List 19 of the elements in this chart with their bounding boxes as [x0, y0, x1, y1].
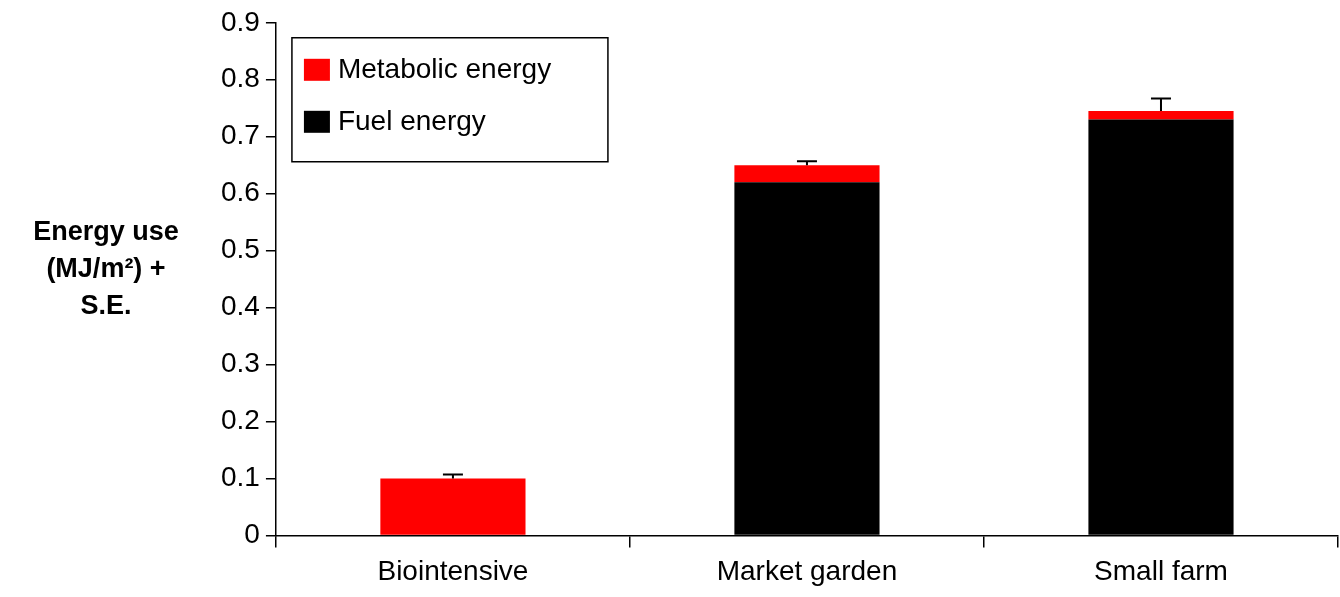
- y-tick-label: 0.9: [220, 5, 260, 37]
- y-tick-label: 0.5: [220, 233, 260, 265]
- y-tick-label: 0.4: [220, 290, 260, 322]
- y-tick-label: 0.1: [220, 461, 260, 493]
- bar: [734, 165, 880, 183]
- y-tick-label: 0.6: [220, 176, 260, 208]
- y-tick-label: 0: [244, 518, 260, 550]
- x-tick-label: Market garden: [716, 554, 898, 586]
- y-axis-title: Energy use (MJ/m²) + S.E.: [33, 215, 179, 320]
- y-tick-label: 0.7: [220, 119, 260, 151]
- legend-label: Metabolic energy: [337, 52, 552, 84]
- bar: [1088, 111, 1234, 120]
- x-tick-label: Small farm: [1094, 554, 1228, 586]
- y-tick-label: 0.2: [220, 404, 260, 436]
- x-tick-label: Biointensive: [377, 554, 529, 586]
- bar: [380, 478, 526, 535]
- y-tick-label: 0.8: [220, 62, 260, 94]
- y-tick-label: 0.3: [220, 347, 260, 379]
- legend-label: Fuel energy: [337, 104, 486, 136]
